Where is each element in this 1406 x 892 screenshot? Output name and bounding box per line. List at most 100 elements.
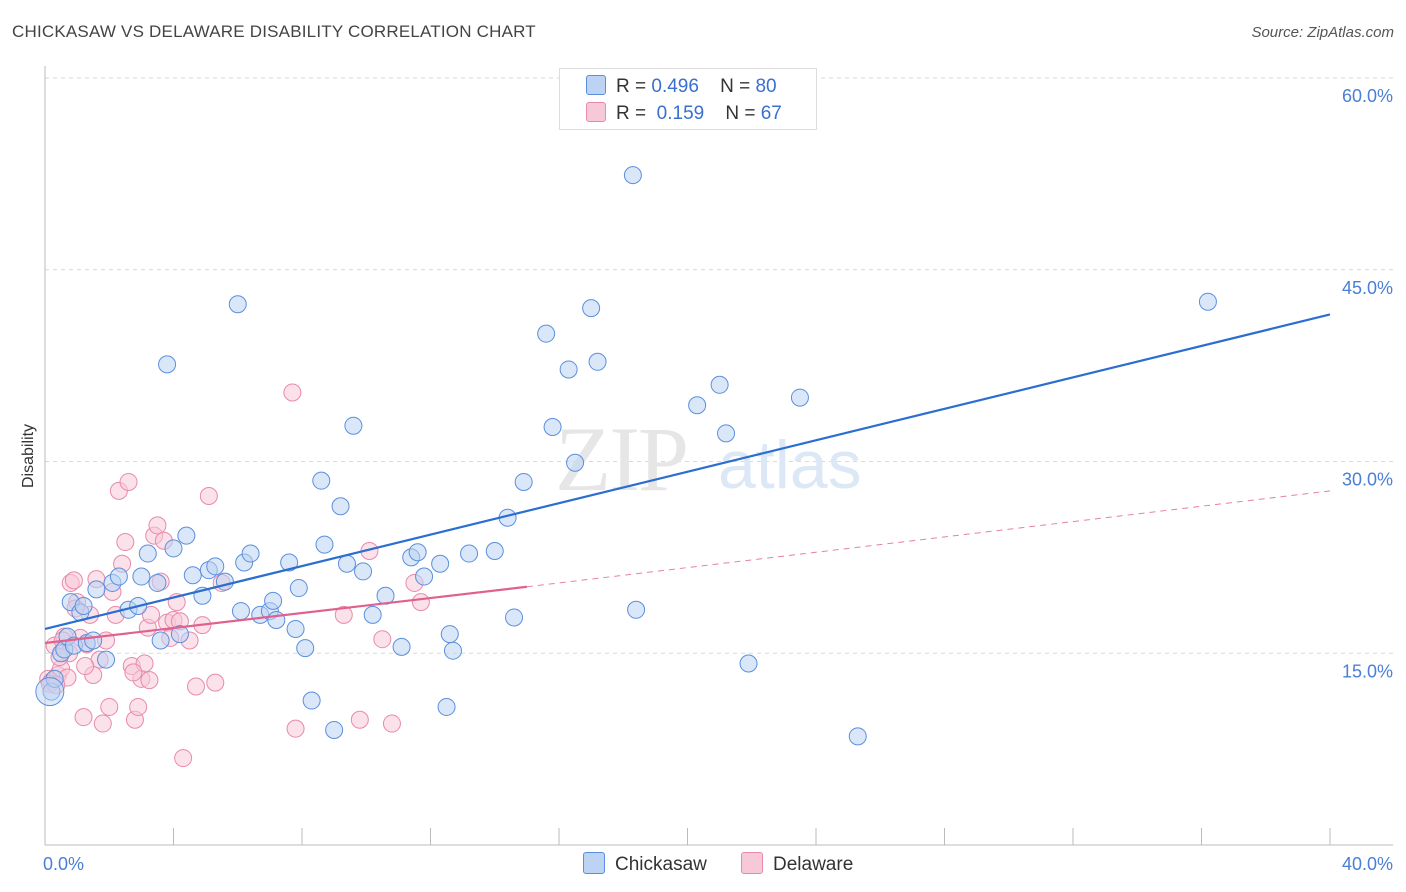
- r-label: R =: [616, 103, 647, 124]
- y-tick-label: 60.0%: [1342, 86, 1393, 106]
- delaware-point: [350, 710, 369, 729]
- delaware-point: [373, 630, 392, 649]
- delaware-point: [140, 671, 159, 690]
- chickasaw-point: [415, 567, 434, 586]
- bottom-legend-delaware: Delaware: [741, 852, 853, 876]
- chickasaw-point: [267, 611, 286, 630]
- delaware-point: [382, 714, 401, 733]
- delaware-point: [93, 714, 112, 733]
- legend-row-chickasaw: R = 0.496 N = 80: [586, 75, 777, 98]
- chickasaw-r-value: 0.496: [651, 76, 699, 97]
- chickasaw-point: [566, 453, 585, 472]
- chickasaw-point: [228, 295, 247, 314]
- chickasaw-points: [35, 166, 1217, 746]
- delaware-point: [206, 673, 225, 692]
- delaware-trend-line: [44, 585, 528, 645]
- chickasaw-point-large: [35, 677, 65, 707]
- delaware-point: [411, 593, 430, 612]
- chickasaw-point: [623, 166, 642, 185]
- chickasaw-point: [170, 625, 189, 644]
- chickasaw-point: [231, 602, 250, 621]
- chickasaw-point: [286, 619, 305, 638]
- chickasaw-point: [132, 567, 151, 586]
- delaware-point: [124, 663, 143, 682]
- chickasaw-legend-label: Chickasaw: [615, 854, 707, 875]
- chickasaw-swatch: [583, 852, 605, 874]
- delaware-points: [39, 383, 430, 768]
- chickasaw-point: [280, 553, 299, 572]
- chickasaw-trend-line: [44, 313, 1331, 631]
- delaware-point: [283, 383, 302, 402]
- delaware-point: [199, 487, 218, 506]
- watermark-atlas: atlas: [718, 427, 862, 503]
- y-axis-label: Disability: [20, 424, 37, 488]
- chickasaw-point: [537, 324, 556, 343]
- chickasaw-point: [440, 625, 459, 644]
- chickasaw-point: [138, 544, 157, 563]
- chickasaw-point: [559, 360, 578, 379]
- chickasaw-point: [289, 579, 308, 598]
- chickasaw-point: [264, 591, 283, 610]
- chickasaw-point: [437, 697, 456, 716]
- y-tick-label: 15.0%: [1342, 661, 1393, 681]
- chickasaw-point: [74, 596, 93, 615]
- chart-title: CHICKASAW VS DELAWARE DISABILITY CORRELA…: [12, 22, 536, 41]
- delaware-swatch: [741, 852, 763, 874]
- chickasaw-point: [460, 544, 479, 563]
- delaware-point: [142, 605, 161, 624]
- delaware-n-value: 67: [760, 103, 782, 124]
- chickasaw-point: [177, 526, 196, 545]
- chickasaw-point: [206, 557, 225, 576]
- chickasaw-point: [392, 637, 411, 656]
- chickasaw-point: [315, 535, 334, 554]
- chickasaw-point: [710, 375, 729, 394]
- stats-legend: R = 0.496 N = 80 R = 0.159 N = 67: [559, 68, 817, 130]
- delaware-point: [74, 708, 93, 727]
- delaware-point: [116, 533, 135, 552]
- delaware-point: [64, 571, 83, 590]
- chickasaw-point: [588, 352, 607, 371]
- delaware-point: [174, 749, 193, 768]
- chickasaw-point: [739, 654, 758, 673]
- n-label: N =: [725, 103, 756, 124]
- chickasaw-point: [717, 424, 736, 443]
- chickasaw-point: [164, 539, 183, 558]
- chickasaw-point: [312, 471, 331, 490]
- chickasaw-point: [354, 562, 373, 581]
- y-tick-label: 45.0%: [1342, 278, 1393, 298]
- n-label: N =: [720, 76, 751, 97]
- chickasaw-point: [627, 600, 646, 619]
- delaware-r-value: 0.159: [656, 103, 705, 124]
- chickasaw-point: [325, 720, 344, 739]
- chickasaw-point: [148, 573, 167, 592]
- delaware-point: [286, 719, 305, 738]
- chickasaw-point: [241, 544, 260, 563]
- delaware-point: [129, 697, 148, 716]
- chickasaw-point: [183, 566, 202, 585]
- chickasaw-point: [331, 497, 350, 516]
- delaware-swatch: [586, 102, 606, 122]
- chickasaw-swatch: [586, 75, 606, 95]
- chickasaw-point: [505, 608, 524, 627]
- chickasaw-point: [151, 631, 170, 650]
- delaware-trend-extension: [526, 490, 1331, 588]
- x-tick-label: 0.0%: [43, 854, 84, 874]
- delaware-point: [119, 472, 138, 491]
- source-label: Source: ZipAtlas.com: [1251, 24, 1394, 41]
- chickasaw-point: [514, 472, 533, 491]
- tick-labels: Disability 15.0% 30.0% 45.0% 60.0% 0.0% 40.0%: [20, 86, 1393, 874]
- chickasaw-point: [158, 355, 177, 374]
- watermark: ZIP atlas: [555, 408, 862, 510]
- chickasaw-point: [215, 572, 234, 591]
- chickasaw-point: [408, 543, 427, 562]
- chickasaw-point: [443, 641, 462, 660]
- chickasaw-point: [296, 639, 315, 658]
- trend-lines: [44, 313, 1331, 645]
- chickasaw-point: [302, 691, 321, 710]
- chickasaw-point: [485, 541, 504, 560]
- chickasaw-point: [543, 417, 562, 436]
- r-label: R =: [616, 76, 647, 97]
- chickasaw-point: [337, 554, 356, 573]
- x-tick-label: 40.0%: [1342, 854, 1393, 874]
- delaware-point: [76, 657, 95, 676]
